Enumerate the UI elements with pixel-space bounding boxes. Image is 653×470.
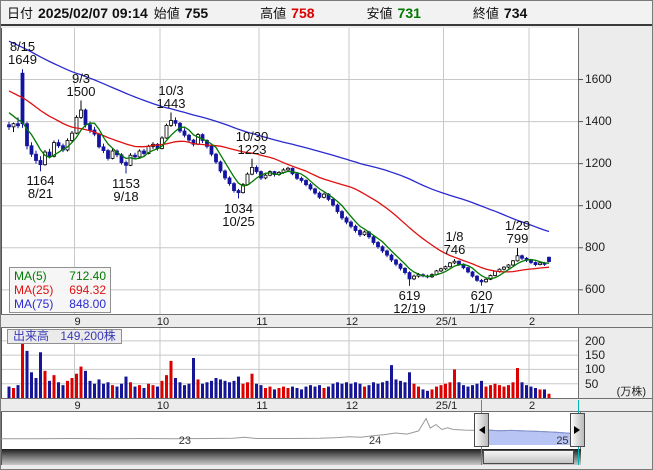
navigator-scroll-left-button[interactable] — [474, 413, 490, 447]
chart-annotation: 10/30 1223 — [235, 128, 269, 157]
month-axis-band-main: 9 10 11 12 25/1 2 — [1, 314, 652, 328]
price-tick-label: 1000 — [585, 197, 612, 212]
close-label: 終値 — [472, 6, 499, 21]
price-tick-label: 1600 — [585, 71, 612, 86]
volume-readout-box: 出来高 149,200株 — [7, 329, 122, 344]
price-axis-panel — [579, 28, 652, 314]
chart-annotation: 8/15 1649 — [8, 39, 37, 68]
close-value: 734 — [503, 4, 528, 21]
open-value: 755 — [184, 4, 209, 21]
high-value: 758 — [291, 4, 315, 21]
horizontal-scrollbar-track[interactable] — [1, 449, 581, 465]
ma25-value: 694.32 — [69, 283, 106, 297]
ma25-label: MA(25) — [14, 283, 54, 297]
chart-annotation: 10/3 1443 — [156, 82, 186, 111]
month-label: 12 — [345, 400, 359, 412]
chart-annotation: 1/8 746 — [443, 229, 466, 258]
month-label: 10 — [156, 316, 170, 328]
volume-label: 出来高 — [13, 329, 50, 343]
month-label: 2 — [528, 316, 536, 328]
volume-tick-label: 150 — [585, 348, 606, 363]
navigator-year-label: 25 — [556, 435, 569, 447]
ma5-value: 712.40 — [69, 269, 106, 283]
month-label: 9 — [74, 316, 81, 328]
chart-annotation: 619 12/19 — [393, 287, 426, 316]
ma75-value: 848.00 — [69, 297, 106, 311]
month-label: 12 — [345, 316, 359, 328]
month-label: 25/1 — [435, 316, 458, 328]
price-tick-label: 800 — [585, 239, 606, 254]
range-navigator[interactable] — [1, 412, 581, 449]
date-value: 2025/02/07 09:14 — [38, 4, 148, 21]
volume-tick-label: 200 — [585, 333, 606, 348]
navigator-year-label: 23 — [178, 435, 191, 447]
volume-axis-panel — [579, 328, 652, 398]
ma75-label: MA(75) — [14, 297, 54, 311]
month-label: 11 — [256, 316, 268, 328]
quote-info-bar: 日付 2025/02/07 09:14 始値 755 高値 758 安値 731… — [1, 1, 652, 26]
volume-unit-label: (万株) — [616, 386, 646, 398]
ma75-row: MA(75) 848.00 — [14, 297, 106, 311]
volume-value: 149,200株 — [60, 329, 116, 343]
chart-annotation: 1164 8/21 — [26, 173, 55, 202]
low-label: 安値 — [366, 6, 393, 21]
month-label: 10 — [156, 400, 170, 412]
navigator-year-label: 24 — [368, 435, 382, 447]
volume-tick-label: 50 — [585, 376, 599, 391]
month-axis-band-volume: 9 10 11 12 25/1 2 — [1, 398, 652, 412]
chart-annotation: 1034 10/25 — [222, 200, 255, 229]
ma25-row: MA(25) 694.32 — [14, 283, 106, 297]
month-label: 2 — [528, 400, 536, 412]
open-label: 始値 — [153, 6, 180, 21]
chart-annotation: 9/3 1500 — [66, 70, 96, 99]
chart-annotation: 1/29 799 — [504, 217, 531, 246]
price-tick-label: 1400 — [585, 113, 612, 128]
high-label: 高値 — [260, 6, 287, 21]
right-arrow-icon — [574, 426, 581, 434]
ma5-label: MA(5) — [14, 269, 47, 283]
price-tick-label: 600 — [585, 281, 606, 296]
month-label: 11 — [256, 400, 268, 412]
chart-annotation: 620 1/17 — [468, 287, 495, 316]
scrollbar-right-panel — [581, 449, 652, 465]
left-arrow-icon — [478, 426, 485, 434]
navigator-scroll-right-button[interactable] — [569, 413, 585, 447]
low-value: 731 — [397, 4, 421, 21]
month-label: 9 — [74, 400, 81, 412]
price-tick-label: 1200 — [585, 155, 612, 170]
chart-annotation: 1153 9/18 — [112, 175, 140, 204]
navigator-right-panel — [581, 412, 652, 449]
scrollbar-thumb[interactable] — [483, 450, 574, 464]
month-label: 25/1 — [435, 400, 458, 412]
volume-tick-label: 100 — [585, 362, 606, 377]
ma5-row: MA(5) 712.40 — [14, 269, 106, 283]
date-label: 日付 — [7, 6, 34, 21]
ma-legend-box: MA(5) 712.40 MA(25) 694.32 MA(75) 848.00 — [9, 267, 111, 313]
